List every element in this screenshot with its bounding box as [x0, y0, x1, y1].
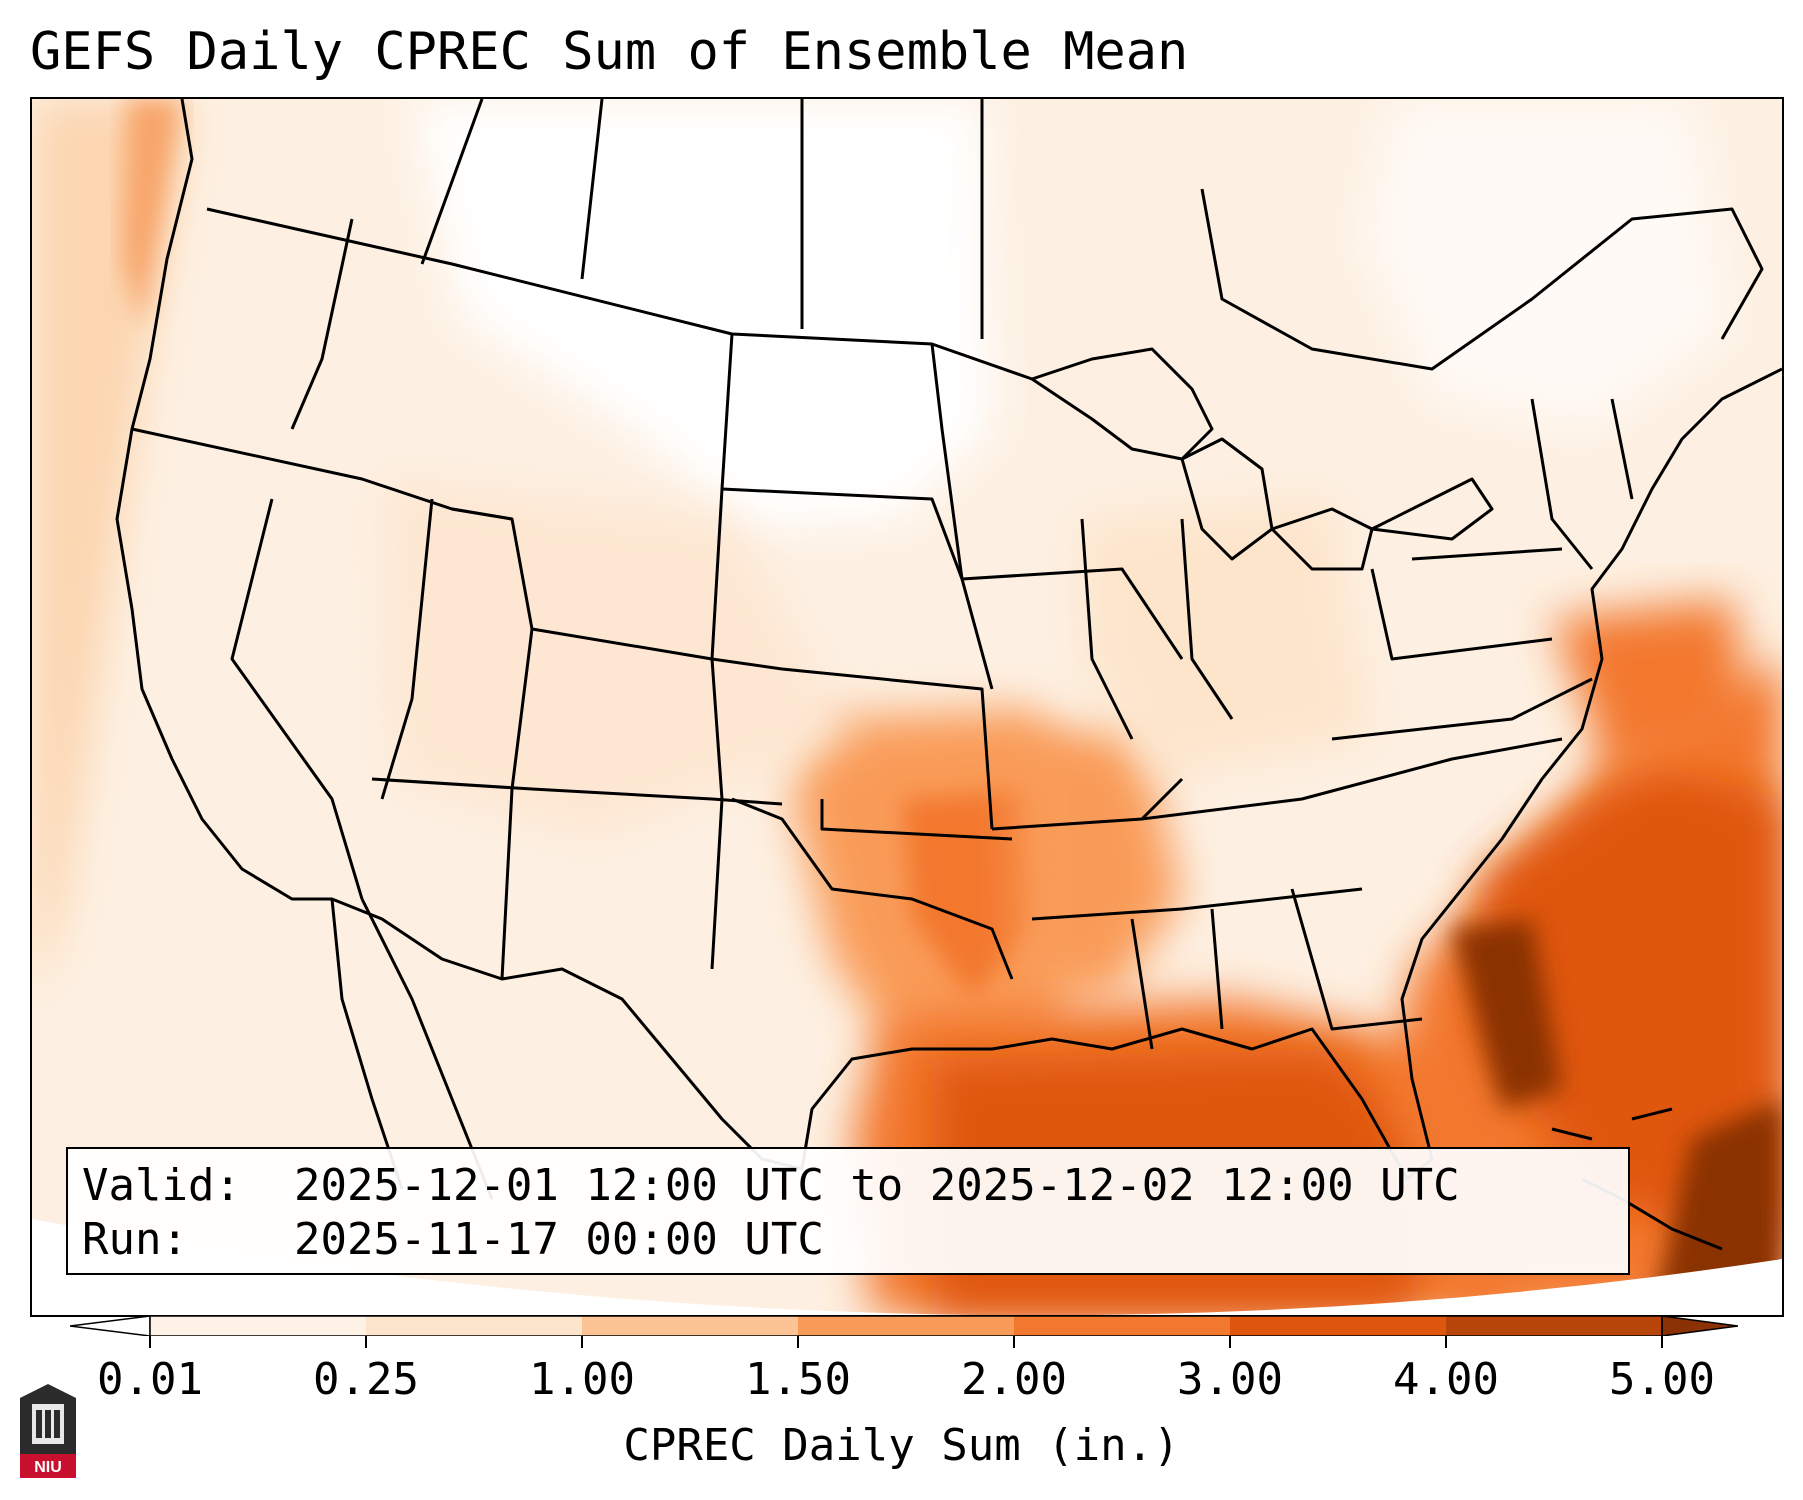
colorbar-tick-label: 1.00: [529, 1354, 635, 1405]
valid-value: 2025-12-01 12:00 UTC to 2025-12-02 12:00…: [294, 1160, 1460, 1211]
colorbar: [70, 1316, 1738, 1336]
validity-info-box: Valid: 2025-12-01 12:00 UTC to 2025-12-02…: [66, 1147, 1630, 1275]
colorbar-segment: [1014, 1316, 1230, 1336]
colorbar-tick-label: 4.00: [1393, 1354, 1499, 1405]
colorbar-segment: [1230, 1316, 1446, 1336]
colorbar-tick: [365, 1336, 367, 1348]
valid-row: Valid: 2025-12-01 12:00 UTC to 2025-12-02…: [82, 1159, 1614, 1213]
logo-text: NIU: [34, 1459, 62, 1476]
valid-key: Valid:: [82, 1160, 241, 1211]
state-boundaries: [115, 99, 1782, 1251]
colorbar-tick: [581, 1336, 583, 1348]
map-panel: [30, 97, 1784, 1317]
colorbar-tick-label: 3.00: [1177, 1354, 1283, 1405]
university-tower-icon: NIU: [20, 1384, 76, 1478]
colorbar-segment: [150, 1316, 366, 1336]
colorbar-tick: [1013, 1336, 1015, 1348]
run-value: 2025-11-17 00:00 UTC: [294, 1214, 824, 1265]
colorbar-tick: [797, 1336, 799, 1348]
run-row: Run: 2025-11-17 00:00 UTC: [82, 1213, 1614, 1267]
colorbar-tick-label: 0.25: [313, 1354, 419, 1405]
colorbar-tick-label: 1.50: [745, 1354, 851, 1405]
colorbar-tick: [1445, 1336, 1447, 1348]
projection-mask: [32, 99, 1782, 1315]
precip-field: [32, 99, 1782, 1315]
colorbar-tick-label: 5.00: [1609, 1354, 1715, 1405]
colorbar-tick-label: 2.00: [961, 1354, 1067, 1405]
colorbar-min-extend: [70, 1316, 151, 1336]
colorbar-segment: [366, 1316, 582, 1336]
colorbar-segment: [798, 1316, 1014, 1336]
colorbar-label: CPREC Daily Sum (in.): [623, 1420, 1180, 1471]
colorbar-tick: [1229, 1336, 1231, 1348]
colorbar-segment: [1446, 1316, 1662, 1336]
colorbar-tick: [149, 1336, 151, 1348]
colorbar-tick-label: 0.01: [97, 1354, 203, 1405]
map-title: GEFS Daily CPREC Sum of Ensemble Mean: [30, 22, 1189, 82]
run-key: Run:: [82, 1214, 188, 1265]
colorbar-segment: [582, 1316, 798, 1336]
colorbar-max-extend: [1661, 1316, 1738, 1336]
colorbar-tick: [1661, 1336, 1663, 1348]
